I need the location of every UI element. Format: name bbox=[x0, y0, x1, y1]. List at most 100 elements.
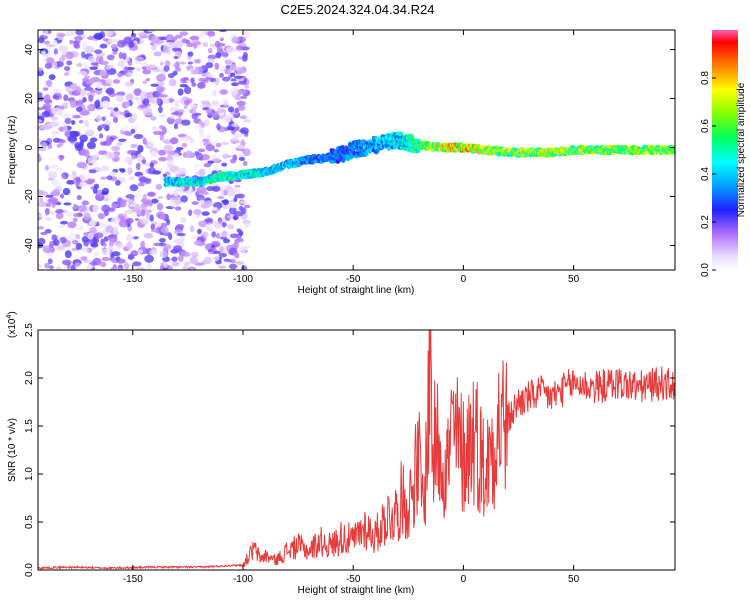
noise-blob bbox=[87, 156, 98, 164]
noise-blob bbox=[212, 256, 220, 262]
noise-blob bbox=[177, 255, 184, 262]
noise-blob bbox=[156, 73, 166, 82]
noise-blob bbox=[217, 195, 225, 200]
snr-marks bbox=[38, 330, 675, 570]
noise-blob bbox=[81, 200, 90, 206]
noise-blob bbox=[217, 220, 224, 224]
noise-blob bbox=[205, 62, 214, 69]
x-tick-label: 0 bbox=[461, 574, 467, 585]
noise-blob bbox=[125, 112, 133, 118]
noise-blob bbox=[221, 162, 228, 167]
noise-blob bbox=[82, 97, 87, 103]
noise-blob bbox=[228, 201, 237, 209]
noise-blob bbox=[176, 223, 185, 230]
noise-blob bbox=[239, 115, 247, 120]
noise-blob bbox=[102, 242, 107, 247]
noise-blob bbox=[70, 264, 76, 270]
noise-blob bbox=[93, 183, 100, 189]
noise-blob bbox=[40, 231, 48, 236]
noise-blob bbox=[72, 217, 78, 223]
noise-blob bbox=[141, 66, 147, 70]
noise-blob bbox=[67, 221, 77, 229]
noise-blob bbox=[116, 243, 124, 250]
noise-blob bbox=[155, 184, 163, 191]
noise-blob bbox=[189, 104, 198, 108]
noise-blob bbox=[207, 248, 213, 253]
noise-blob bbox=[150, 150, 157, 159]
noise-blob bbox=[43, 40, 51, 45]
noise-blob bbox=[158, 106, 163, 114]
x-tick-label: -50 bbox=[346, 574, 361, 585]
noise-blob bbox=[169, 106, 179, 112]
noise-blob bbox=[125, 209, 132, 214]
noise-blob bbox=[233, 196, 238, 203]
noise-blob bbox=[173, 55, 179, 60]
noise-blob bbox=[117, 60, 126, 68]
y-tick-label: -40 bbox=[24, 238, 35, 253]
noise-blob bbox=[147, 142, 155, 148]
noise-blob bbox=[111, 203, 119, 209]
noise-blob bbox=[159, 237, 166, 243]
snr-series-line bbox=[38, 330, 675, 570]
noise-blob bbox=[239, 200, 248, 204]
noise-blob bbox=[75, 177, 81, 186]
noise-blob bbox=[125, 100, 130, 108]
noise-blob bbox=[42, 87, 49, 91]
noise-blob bbox=[81, 51, 86, 59]
noise-blob bbox=[43, 30, 49, 37]
noise-blob bbox=[201, 211, 210, 216]
noise-blob bbox=[100, 123, 107, 129]
noise-blob bbox=[81, 88, 87, 97]
y-tick-label: 2.0 bbox=[24, 371, 35, 385]
snr-y-axis: 0.0 0.5 1.0 1.5 2.0 2.5 bbox=[24, 323, 675, 577]
noise-blob bbox=[121, 199, 127, 203]
noise-blob bbox=[59, 220, 69, 225]
noise-blob bbox=[187, 51, 194, 57]
noise-blob bbox=[229, 64, 237, 72]
noise-blob bbox=[193, 164, 200, 168]
noise-blob bbox=[51, 130, 60, 135]
spectrogram-y-label: Frequency (Hz) bbox=[7, 116, 18, 185]
noise-blob bbox=[213, 250, 222, 254]
noise-blob bbox=[62, 187, 71, 196]
noise-blob bbox=[216, 123, 221, 131]
noise-blob bbox=[144, 254, 154, 263]
noise-blob bbox=[209, 77, 216, 83]
noise-blob bbox=[199, 199, 205, 205]
noise-blob bbox=[75, 86, 82, 94]
svg-text:(x104): (x104) bbox=[6, 311, 18, 338]
noise-blob bbox=[244, 204, 251, 209]
noise-blob bbox=[200, 121, 206, 128]
noise-blob bbox=[87, 232, 94, 240]
y-tick-label: 0 bbox=[24, 144, 35, 150]
noise-blob bbox=[140, 209, 146, 217]
noise-blob bbox=[197, 148, 206, 153]
noise-blob bbox=[191, 251, 199, 258]
noise-blob bbox=[112, 226, 119, 235]
noise-blob bbox=[166, 193, 171, 201]
noise-blob bbox=[163, 244, 172, 250]
noise-blob bbox=[76, 161, 87, 169]
spectrogram-marks bbox=[38, 30, 675, 270]
spectrogram-x-axis: -150 -100 -50 0 50 bbox=[123, 30, 580, 285]
noise-blob bbox=[101, 116, 106, 122]
noise-blob bbox=[222, 238, 231, 244]
noise-blob bbox=[39, 197, 44, 203]
noise-blob bbox=[142, 80, 148, 85]
noise-blob bbox=[38, 201, 48, 208]
noise-blob bbox=[144, 178, 152, 184]
noise-blob bbox=[181, 142, 188, 148]
noise-blob bbox=[117, 40, 127, 48]
noise-blob bbox=[197, 81, 206, 89]
noise-blob bbox=[38, 92, 43, 97]
ridge-point bbox=[398, 131, 404, 137]
noise-blob bbox=[48, 243, 54, 248]
noise-blob bbox=[64, 250, 72, 259]
noise-blob bbox=[41, 141, 48, 149]
noise-blob bbox=[110, 43, 118, 50]
noise-blob bbox=[203, 256, 212, 265]
noise-blob bbox=[98, 133, 104, 139]
noise-blob bbox=[207, 30, 216, 37]
noise-blob bbox=[38, 119, 42, 123]
noise-blob bbox=[74, 141, 84, 149]
